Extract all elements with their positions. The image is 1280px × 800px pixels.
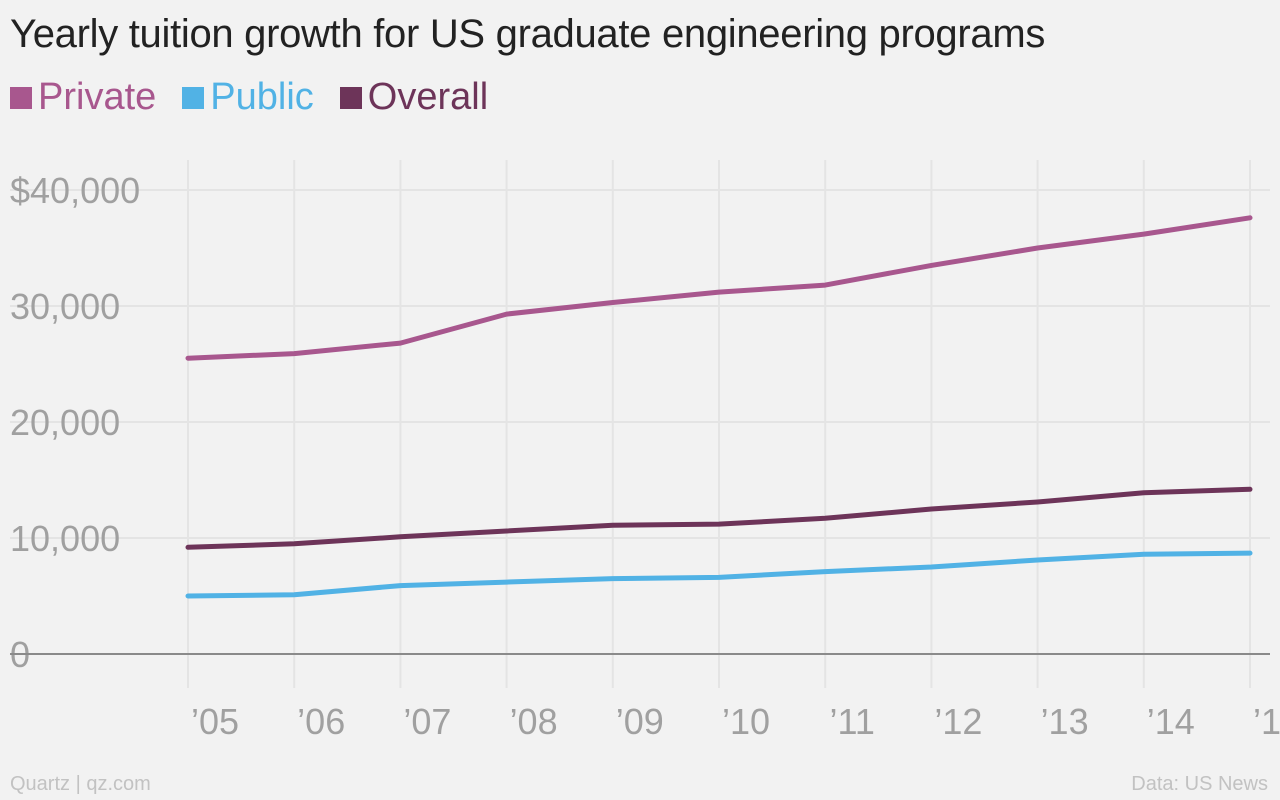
x-tick-label: ’14 [1147,701,1195,742]
legend-label-private: Private [38,76,157,118]
x-tick-label: ’07 [403,701,451,742]
series-line-public [185,550,1253,599]
x-tick-label: ’13 [1041,701,1089,742]
series-line-private [185,215,1253,361]
legend-swatch-public [182,86,205,109]
footer-source: Data: US News [1131,773,1268,795]
legend-item-public: Public [182,76,314,119]
x-tick-label: ’11 [830,701,875,742]
y-tick-label: $40,000 [10,170,140,211]
x-tick-label: ’15 [1253,701,1280,742]
x-tick-label: ’08 [510,701,558,742]
x-tick-label: ’06 [297,701,345,742]
y-tick-label: 30,000 [10,286,120,327]
legend-label-overall: Overall [367,76,489,118]
chart-title: Yearly tuition growth for US graduate en… [10,12,1046,56]
x-tick-label: ’12 [934,701,982,742]
legend-item-overall: Overall [339,76,489,119]
legend-item-private: Private [10,76,156,119]
footer-credit: Quartz | qz.com [10,773,151,795]
x-tick-label: ’10 [722,701,770,742]
legend-swatch-private [10,86,32,109]
y-tick-label: 10,000 [10,518,120,559]
x-tick-label: ’09 [616,701,664,742]
series-line-overall [185,486,1253,550]
x-tick-label: ’05 [191,701,239,742]
legend-label-public: Public [210,76,314,118]
legend-swatch-overall [339,86,362,109]
chart-legend: Private Public Overall [10,76,488,119]
y-tick-label: 20,000 [10,402,120,443]
